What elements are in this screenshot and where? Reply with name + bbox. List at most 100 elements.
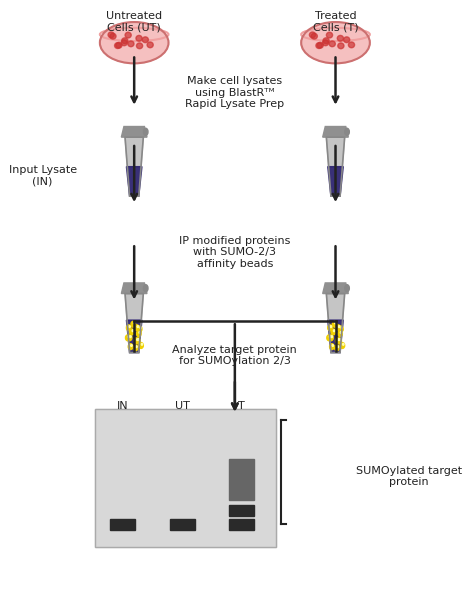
Ellipse shape	[139, 331, 140, 333]
Text: SUMOylated target
protein: SUMOylated target protein	[356, 466, 462, 487]
Ellipse shape	[330, 326, 332, 327]
Ellipse shape	[128, 344, 133, 350]
Ellipse shape	[130, 336, 131, 337]
Ellipse shape	[305, 34, 366, 44]
Ellipse shape	[141, 343, 143, 345]
Ellipse shape	[103, 34, 165, 44]
Ellipse shape	[336, 325, 340, 331]
Ellipse shape	[131, 321, 136, 327]
Ellipse shape	[138, 339, 139, 340]
Ellipse shape	[127, 325, 131, 331]
Ellipse shape	[126, 335, 130, 341]
Ellipse shape	[338, 43, 344, 49]
Ellipse shape	[340, 343, 345, 349]
Ellipse shape	[122, 38, 128, 44]
Ellipse shape	[338, 339, 339, 340]
Ellipse shape	[332, 321, 337, 327]
Ellipse shape	[343, 343, 344, 345]
Ellipse shape	[140, 327, 141, 329]
Text: Make cell lysates
using BlastRᵀᴹ
Rapid Lysate Prep: Make cell lysates using BlastRᵀᴹ Rapid L…	[185, 76, 284, 110]
Ellipse shape	[337, 346, 338, 347]
Ellipse shape	[344, 37, 350, 43]
Ellipse shape	[337, 36, 344, 41]
Ellipse shape	[340, 331, 342, 333]
Bar	[170, 519, 195, 530]
Ellipse shape	[131, 345, 132, 346]
Ellipse shape	[147, 42, 153, 48]
Bar	[229, 459, 254, 500]
Text: Analyze target protein
for SUMOylation 2/3: Analyze target protein for SUMOylation 2…	[173, 345, 297, 366]
Bar	[229, 519, 254, 530]
Ellipse shape	[129, 329, 134, 335]
Ellipse shape	[327, 32, 333, 38]
Ellipse shape	[136, 36, 142, 41]
Ellipse shape	[336, 338, 340, 344]
Text: IP modified proteins
with SUMO-2/3
affinity beads: IP modified proteins with SUMO-2/3 affin…	[179, 235, 291, 269]
Ellipse shape	[137, 43, 143, 49]
Ellipse shape	[333, 330, 335, 331]
Ellipse shape	[338, 331, 342, 337]
Polygon shape	[328, 320, 343, 353]
Ellipse shape	[132, 330, 134, 331]
Ellipse shape	[144, 285, 148, 292]
Ellipse shape	[331, 329, 336, 335]
Bar	[229, 505, 254, 516]
Polygon shape	[327, 294, 345, 353]
Ellipse shape	[301, 22, 370, 63]
Ellipse shape	[317, 42, 323, 48]
Ellipse shape	[128, 336, 129, 337]
Bar	[110, 519, 135, 530]
Ellipse shape	[137, 326, 142, 332]
Text: Input Lysate
(IN): Input Lysate (IN)	[9, 165, 77, 186]
Polygon shape	[125, 294, 143, 353]
Bar	[95, 409, 276, 547]
Ellipse shape	[136, 338, 140, 344]
Ellipse shape	[311, 33, 318, 39]
Ellipse shape	[137, 326, 138, 327]
Polygon shape	[127, 167, 142, 196]
Ellipse shape	[348, 42, 355, 48]
Bar	[95, 409, 276, 547]
Ellipse shape	[129, 326, 130, 327]
Text: UT: UT	[175, 401, 190, 411]
Ellipse shape	[136, 346, 137, 347]
Text: T: T	[238, 401, 245, 411]
Ellipse shape	[115, 43, 121, 49]
Ellipse shape	[116, 42, 122, 48]
Ellipse shape	[331, 336, 333, 337]
Ellipse shape	[327, 335, 331, 341]
Ellipse shape	[133, 345, 138, 351]
Ellipse shape	[100, 22, 168, 63]
Ellipse shape	[137, 339, 138, 340]
Ellipse shape	[323, 38, 329, 44]
Polygon shape	[323, 126, 348, 137]
Ellipse shape	[328, 325, 332, 331]
Ellipse shape	[322, 40, 328, 46]
Ellipse shape	[329, 344, 334, 350]
Ellipse shape	[108, 32, 114, 38]
Polygon shape	[127, 320, 142, 353]
Ellipse shape	[139, 343, 143, 349]
Ellipse shape	[121, 40, 128, 46]
Text: IN: IN	[117, 401, 128, 411]
Ellipse shape	[128, 41, 134, 47]
Ellipse shape	[134, 338, 139, 344]
Ellipse shape	[341, 327, 343, 329]
Ellipse shape	[339, 339, 341, 340]
Ellipse shape	[338, 326, 340, 327]
Ellipse shape	[337, 338, 341, 344]
Ellipse shape	[144, 128, 148, 135]
Ellipse shape	[335, 322, 336, 324]
Ellipse shape	[128, 335, 132, 341]
Ellipse shape	[335, 345, 339, 351]
Ellipse shape	[310, 32, 316, 38]
Ellipse shape	[125, 32, 131, 38]
Text: Untreated
Cells (UT): Untreated Cells (UT)	[106, 11, 162, 33]
Ellipse shape	[137, 331, 141, 337]
Ellipse shape	[134, 322, 135, 324]
Polygon shape	[121, 126, 147, 137]
Ellipse shape	[329, 336, 331, 337]
Ellipse shape	[339, 326, 343, 332]
Ellipse shape	[135, 325, 139, 331]
Ellipse shape	[316, 43, 322, 49]
